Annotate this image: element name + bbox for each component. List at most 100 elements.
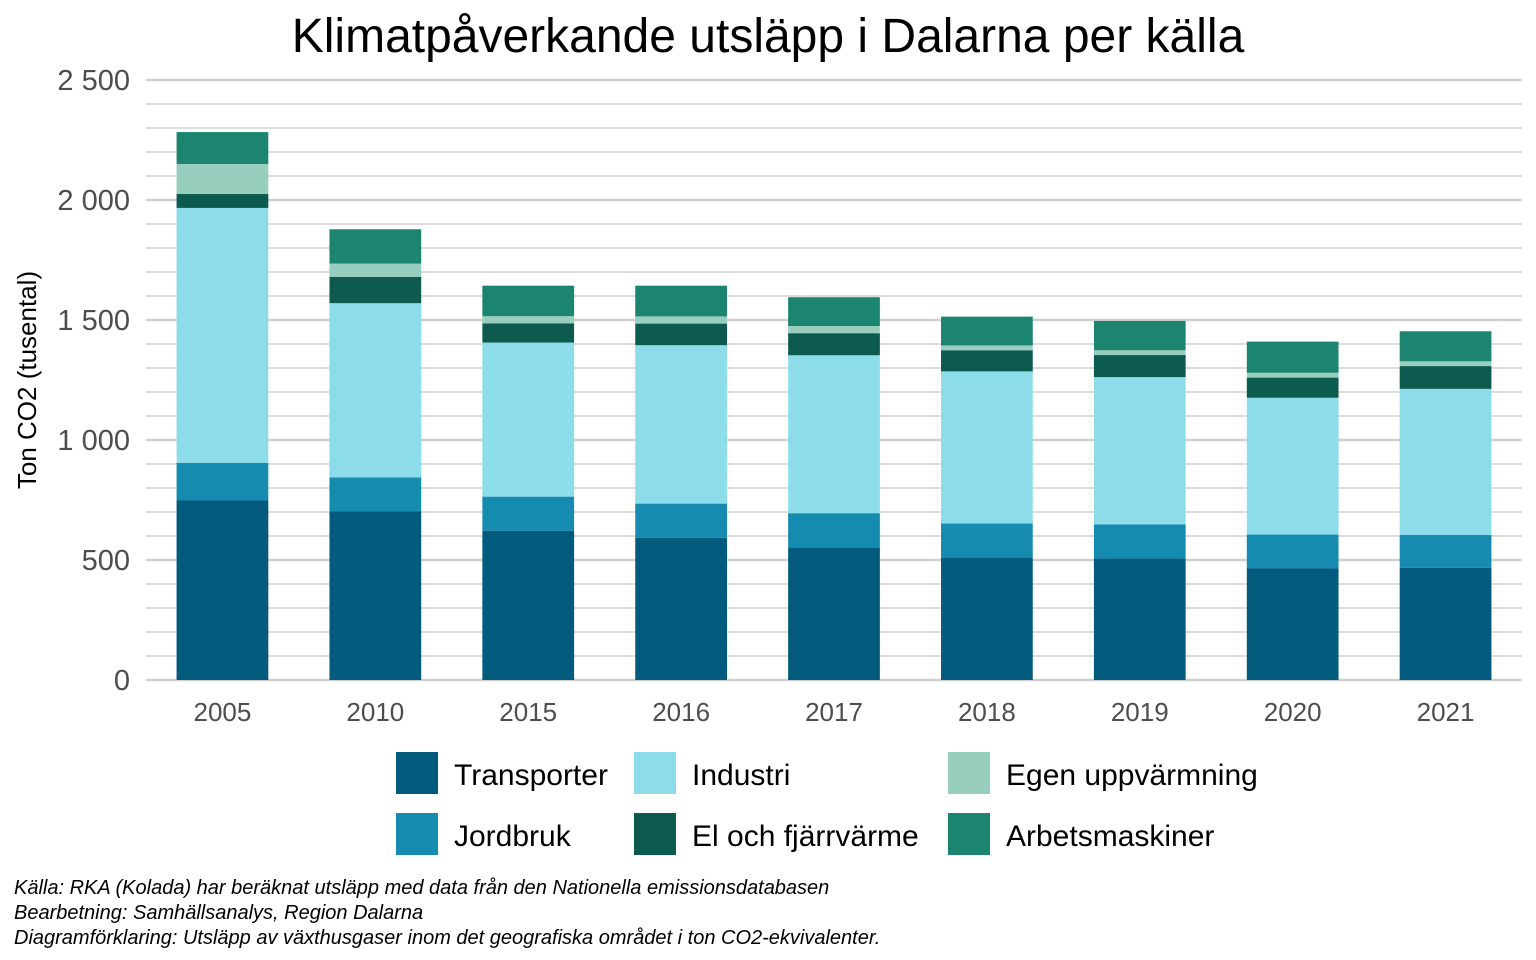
legend-label: Jordbruk xyxy=(454,820,572,853)
legend-item: Egen uppvärmning xyxy=(948,752,1258,794)
legend-item: Arbetsmaskiner xyxy=(948,813,1214,855)
bar-segment xyxy=(788,513,880,548)
bar-stack-2019 xyxy=(1093,320,1186,680)
bar-segment xyxy=(1093,377,1186,525)
legend-label: Industri xyxy=(692,759,790,792)
bar-segment xyxy=(482,342,575,497)
bar-segment xyxy=(788,547,880,680)
bar-segment xyxy=(941,316,1033,346)
bar-segment xyxy=(1093,355,1186,378)
y-axis-label: Ton CO2 (tusental) xyxy=(12,271,42,489)
bar-segment xyxy=(176,462,269,501)
bar-segment xyxy=(1093,558,1186,680)
bar-segment xyxy=(1246,534,1339,569)
y-tick-label: 500 xyxy=(82,545,130,577)
bar-segment xyxy=(635,345,727,504)
bar-segment xyxy=(482,530,575,680)
legend-swatch xyxy=(634,752,676,794)
bar-stack-2016 xyxy=(635,285,727,680)
bar-segment xyxy=(482,285,575,317)
bar-segment xyxy=(941,523,1033,558)
caption: Källa: RKA (Kolada) har beräknat utsläpp… xyxy=(14,877,880,949)
bar-segment xyxy=(1399,567,1492,680)
bars xyxy=(176,132,1492,680)
bar-segment xyxy=(1399,366,1492,389)
caption-line: Bearbetning: Samhällsanalys, Region Dala… xyxy=(14,902,423,924)
legend: Transporter Jordbruk Industri El och fjärrv… xyxy=(396,752,1258,855)
chart-title: Klimatpåverkande utsläpp i Dalarna per k… xyxy=(292,10,1245,63)
bar-segment xyxy=(635,503,727,538)
bar-segment xyxy=(788,355,880,514)
bar-segment xyxy=(329,276,422,304)
bar-segment xyxy=(176,164,269,194)
x-tick-label: 2017 xyxy=(805,697,863,727)
bar-segment xyxy=(1399,388,1492,535)
bar-segment xyxy=(1399,534,1492,568)
x-tick-label: 2015 xyxy=(499,697,557,727)
bar-segment xyxy=(1246,372,1339,378)
y-tick-label: 2 000 xyxy=(57,185,130,217)
bar-segment xyxy=(635,285,727,317)
legend-item: El och fjärrvärme xyxy=(634,813,919,855)
bar-stack-2021 xyxy=(1399,331,1492,680)
x-tick-label: 2005 xyxy=(194,697,252,727)
bar-segment xyxy=(1246,377,1339,398)
legend-label: El och fjärrvärme xyxy=(692,820,919,853)
bar-stack-2015 xyxy=(482,285,575,680)
bar-segment xyxy=(1246,568,1339,680)
legend-item: Jordbruk xyxy=(396,813,572,855)
legend-swatch xyxy=(948,752,990,794)
bar-segment xyxy=(788,326,880,334)
bar-segment xyxy=(329,511,422,680)
y-tick-label: 2 500 xyxy=(57,65,130,97)
bar-segment xyxy=(329,303,422,478)
bar-segment xyxy=(1399,331,1492,362)
bar-segment xyxy=(1399,361,1492,367)
bar-segment xyxy=(1093,524,1186,559)
caption-line: Källa: RKA (Kolada) har beräknat utsläpp… xyxy=(14,877,829,899)
bar-segment xyxy=(788,333,880,356)
x-tick-label: 2010 xyxy=(346,697,404,727)
legend-swatch xyxy=(634,813,676,855)
legend-swatch xyxy=(948,813,990,855)
caption-line: Diagramförklaring: Utsläpp av växthusgas… xyxy=(14,927,880,949)
y-tick-label: 1 500 xyxy=(57,305,130,337)
x-tick-label: 2020 xyxy=(1264,697,1322,727)
x-tick-label: 2016 xyxy=(652,697,710,727)
bar-stack-2020 xyxy=(1246,341,1339,680)
bar-segment xyxy=(1093,350,1186,356)
bar-segment xyxy=(788,297,880,326)
y-tick-label: 0 xyxy=(114,665,130,697)
bar-segment xyxy=(941,345,1033,351)
legend-label: Arbetsmaskiner xyxy=(1006,820,1214,853)
legend-item: Industri xyxy=(634,752,790,794)
legend-label: Transporter xyxy=(454,759,608,792)
bar-segment xyxy=(176,132,269,164)
legend-item: Transporter xyxy=(396,752,608,794)
legend-swatch xyxy=(396,752,438,794)
bar-segment xyxy=(329,477,422,512)
bar-segment xyxy=(941,371,1033,524)
bar-segment xyxy=(941,557,1033,680)
bar-segment xyxy=(482,323,575,343)
bar-segment xyxy=(329,263,422,277)
bar-segment xyxy=(941,350,1033,372)
bar-segment xyxy=(176,207,269,463)
legend-label: Egen uppvärmning xyxy=(1006,759,1258,792)
x-tick-label: 2021 xyxy=(1417,697,1475,727)
bar-stack-2010 xyxy=(329,229,422,680)
bar-segment xyxy=(635,316,727,324)
bar-segment xyxy=(176,194,269,208)
bar-segment xyxy=(1246,341,1339,373)
bar-segment xyxy=(482,496,575,531)
bar-segment xyxy=(1093,320,1186,351)
bar-stack-2018 xyxy=(941,316,1033,680)
bar-segment xyxy=(482,316,575,324)
x-axis-ticks: 2005 2010 2015 2016 2017 2018 2019 2020 2021 xyxy=(194,697,1475,727)
bar-segment xyxy=(329,229,422,264)
bar-stack-2017 xyxy=(788,297,880,680)
bar-stack-2005 xyxy=(176,132,269,680)
bar-segment xyxy=(635,537,727,680)
bar-segment xyxy=(176,500,269,680)
